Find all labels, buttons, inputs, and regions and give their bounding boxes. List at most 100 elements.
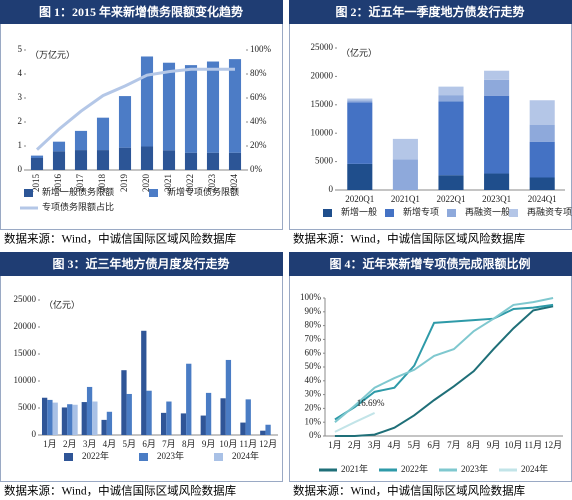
y-tick-label: 5000 bbox=[315, 156, 334, 166]
x-tick-label: 1月 bbox=[328, 440, 342, 450]
legend-label: 新增一般债务限额 bbox=[42, 186, 114, 197]
bar bbox=[228, 152, 242, 170]
bar bbox=[52, 141, 66, 152]
bar bbox=[72, 404, 78, 435]
x-tick-label: 2月 bbox=[348, 440, 362, 450]
x-tick-label: 12月 bbox=[259, 439, 277, 449]
y2-tick-label: 40% bbox=[250, 116, 267, 126]
x-tick-label: 2023Q1 bbox=[482, 194, 511, 204]
bar bbox=[146, 390, 152, 435]
y-tick-label: 25000 bbox=[311, 42, 334, 52]
bar bbox=[30, 155, 44, 158]
y-tick-label: 40% bbox=[305, 375, 322, 385]
x-tick-label: 11月 bbox=[524, 440, 542, 450]
x-tick-label: 6月 bbox=[427, 440, 441, 450]
bar bbox=[484, 173, 510, 190]
y-tick-label: 50% bbox=[305, 361, 322, 371]
legend-label: 2023年 bbox=[461, 463, 488, 474]
bar bbox=[438, 95, 464, 102]
y-tick-label: 5000 bbox=[18, 402, 37, 412]
x-tick-label: 4月 bbox=[388, 440, 402, 450]
series-line bbox=[334, 303, 554, 421]
bar bbox=[529, 124, 555, 142]
y-tick-label: 3 bbox=[18, 92, 23, 102]
series-line bbox=[334, 305, 554, 437]
bar bbox=[484, 79, 510, 96]
legend-label: 2023年 bbox=[157, 450, 184, 461]
legend-label: 新增一般 bbox=[341, 206, 377, 217]
x-tick-label: 10月 bbox=[504, 440, 522, 450]
bar bbox=[74, 130, 88, 151]
y-tick-label: 0% bbox=[309, 430, 322, 440]
bar bbox=[225, 359, 232, 435]
legend-swatch bbox=[24, 189, 33, 197]
legend-label: 2024年 bbox=[521, 463, 548, 474]
series-line bbox=[35, 67, 235, 151]
bar bbox=[529, 100, 555, 125]
chart-title: 图 4：近年来新增专项债完成限额比例 bbox=[329, 256, 530, 271]
y-tick-label: 1 bbox=[18, 140, 23, 150]
x-tick-label: 11月 bbox=[239, 439, 257, 449]
y-tick-label: 90% bbox=[305, 306, 322, 316]
bar bbox=[484, 70, 510, 80]
bar bbox=[166, 401, 172, 435]
bar bbox=[206, 152, 220, 170]
bar bbox=[30, 158, 44, 170]
panel-header bbox=[289, 0, 572, 24]
bar bbox=[41, 397, 48, 435]
y-tick-label: 30% bbox=[305, 389, 322, 399]
y-tick-label: 0 bbox=[18, 164, 23, 174]
y2-tick-label: 80% bbox=[250, 68, 267, 78]
bar bbox=[347, 98, 373, 101]
y-tick-label: 15000 bbox=[311, 99, 334, 109]
bar bbox=[140, 146, 154, 170]
source-note: 数据来源：Wind，中诚信国际区域风险数据库 bbox=[4, 484, 236, 498]
unit-label: （万亿元） bbox=[30, 49, 75, 60]
x-tick-label: 2019 bbox=[119, 174, 129, 193]
bar bbox=[126, 393, 132, 435]
bar bbox=[184, 65, 198, 153]
legend-swatch bbox=[323, 209, 332, 217]
bar bbox=[52, 402, 58, 435]
legend-label: 2022年 bbox=[401, 463, 428, 474]
legend-swatch bbox=[509, 209, 518, 217]
legend-swatch bbox=[139, 453, 148, 461]
y-tick-label: 20000 bbox=[14, 321, 37, 331]
chart-title: 图 3：近三年地方债月度发行走势 bbox=[52, 256, 229, 271]
x-tick-label: 12月 bbox=[544, 440, 562, 450]
y-tick-label: 10000 bbox=[311, 127, 334, 137]
bar bbox=[74, 150, 88, 170]
bar bbox=[96, 117, 110, 151]
bar bbox=[81, 402, 87, 435]
y-tick-label: 20000 bbox=[311, 70, 334, 80]
bar bbox=[206, 61, 220, 153]
x-tick-label: 2018 bbox=[97, 174, 107, 193]
y-tick-label: 25000 bbox=[14, 294, 37, 304]
bar bbox=[228, 59, 242, 153]
bar bbox=[438, 101, 464, 176]
x-tick-label: 7月 bbox=[447, 440, 461, 450]
panel-header bbox=[289, 252, 572, 276]
x-tick-label: 2017 bbox=[75, 174, 85, 193]
legend-label: 新增专项债务限额 bbox=[167, 186, 239, 197]
bar bbox=[205, 392, 212, 435]
y2-tick-label: 100% bbox=[250, 44, 272, 54]
y-tick-label: 70% bbox=[305, 333, 322, 343]
x-tick-label: 9月 bbox=[202, 439, 216, 449]
legend-swatch bbox=[64, 453, 73, 461]
x-tick-label: 2月 bbox=[63, 439, 77, 449]
x-tick-label: 3月 bbox=[83, 439, 97, 449]
bar bbox=[186, 363, 192, 435]
y2-tick-label: 0% bbox=[250, 164, 263, 174]
x-tick-label: 2022Q1 bbox=[437, 194, 466, 204]
x-tick-label: 3月 bbox=[368, 440, 382, 450]
x-tick-label: 1月 bbox=[43, 439, 57, 449]
bar bbox=[438, 175, 464, 190]
x-tick-label: 5月 bbox=[407, 440, 421, 450]
legend-label: 再融资专项 bbox=[527, 206, 572, 217]
x-tick-label: 2023 bbox=[207, 174, 217, 193]
chart-title: 图 1：2015 年来新增债务限额变化趋势 bbox=[39, 4, 243, 19]
series-line bbox=[334, 297, 554, 423]
bar bbox=[96, 150, 110, 170]
bar bbox=[392, 138, 418, 160]
